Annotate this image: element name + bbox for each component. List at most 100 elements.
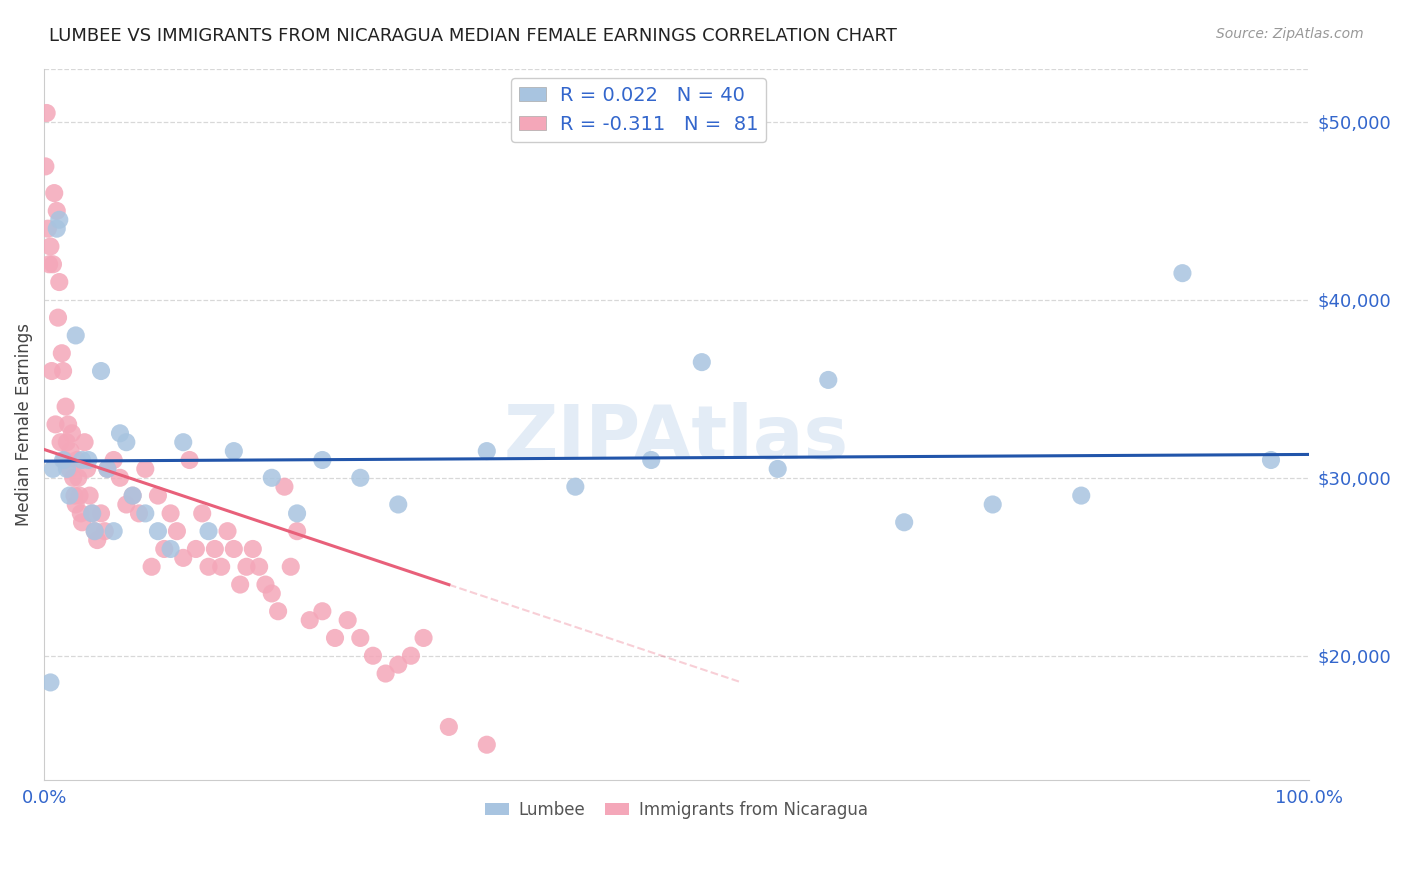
Point [55,400,77,414]
Point [103,524,125,538]
Point [285,507,308,521]
Point [44,417,66,432]
Point [179,453,201,467]
Point [121,489,143,503]
Point [336,613,359,627]
Point [981,498,1004,512]
Y-axis label: Median Female Earnings: Median Female Earnings [15,323,32,526]
Point [70,453,93,467]
Point [35,106,58,120]
Point [65,498,87,512]
Point [280,559,302,574]
Point [62,471,84,485]
Point [42,462,65,476]
Point [83,524,105,538]
Point [41,364,63,378]
Point [766,462,789,476]
Point [172,435,194,450]
Point [94,524,117,538]
Text: ZIPAtlas: ZIPAtlas [503,402,849,475]
Point [52,453,75,467]
Point [817,373,839,387]
Point [46,310,69,325]
Point [311,453,333,467]
Point [690,355,713,369]
Point [1171,266,1194,280]
Text: Source: ZipAtlas.com: Source: ZipAtlas.com [1216,27,1364,41]
Point [76,462,98,476]
Point [222,541,245,556]
Point [298,613,321,627]
Point [103,453,125,467]
Point [141,559,163,574]
Point [197,524,219,538]
Point [254,577,277,591]
Point [37,221,59,235]
Point [146,524,169,538]
Point [260,586,283,600]
Point [56,435,79,450]
Point [90,364,112,378]
Legend: Lumbee, Immigrants from Nicaragua: Lumbee, Immigrants from Nicaragua [478,794,875,825]
Point [159,507,181,521]
Point [45,203,67,218]
Point [640,453,662,467]
Point [564,480,586,494]
Point [159,541,181,556]
Point [90,507,112,521]
Point [311,604,333,618]
Point [893,516,915,530]
Point [56,417,79,432]
Point [361,648,384,663]
Point [260,471,283,485]
Point [475,444,498,458]
Point [146,489,169,503]
Point [69,507,91,521]
Point [475,738,498,752]
Point [209,559,232,574]
Point [70,516,93,530]
Point [65,328,87,343]
Point [166,524,188,538]
Point [222,444,245,458]
Point [66,453,89,467]
Point [285,524,308,538]
Point [44,186,66,200]
Point [387,498,409,512]
Point [108,426,131,441]
Point [1260,453,1282,467]
Point [48,212,70,227]
Point [59,444,82,458]
Point [153,541,176,556]
Point [197,559,219,574]
Point [437,720,460,734]
Point [229,577,252,591]
Point [204,541,226,556]
Point [412,631,434,645]
Point [77,453,100,467]
Point [323,631,346,645]
Point [60,426,83,441]
Point [38,257,60,271]
Point [96,462,118,476]
Point [86,533,108,547]
Point [235,559,257,574]
Point [273,480,295,494]
Point [52,364,75,378]
Point [399,648,422,663]
Point [128,507,150,521]
Point [34,160,56,174]
Point [39,675,62,690]
Point [267,604,290,618]
Point [184,541,207,556]
Point [39,239,62,253]
Point [83,524,105,538]
Point [63,489,86,503]
Point [48,275,70,289]
Point [115,435,138,450]
Point [387,657,409,672]
Point [172,550,194,565]
Point [42,257,65,271]
Point [349,631,371,645]
Point [51,346,73,360]
